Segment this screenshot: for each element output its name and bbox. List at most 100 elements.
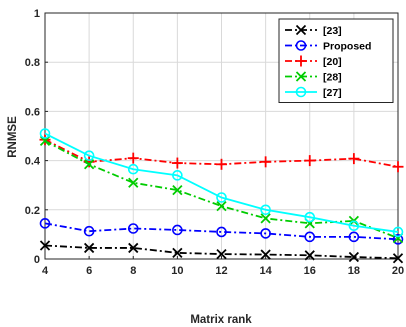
x-tick-label: 8: [130, 265, 136, 277]
x-tick-label: 6: [86, 265, 92, 277]
marker-stroke: [392, 253, 404, 264]
marker-stroke: [295, 24, 307, 36]
data-point: [392, 226, 404, 238]
y-tick-label: 0.2: [25, 205, 40, 217]
legend-label: [20]: [323, 56, 342, 68]
marker-stroke: [260, 213, 271, 224]
data-point: [39, 135, 51, 147]
series-0: [39, 240, 404, 264]
data-point: [128, 242, 139, 254]
legend-label: [28]: [323, 72, 342, 84]
marker-stroke: [304, 250, 315, 261]
y-tick-label: 0: [34, 254, 40, 266]
data-point: [392, 161, 404, 173]
marker-stroke: [348, 251, 360, 263]
legend-marker: [295, 55, 307, 67]
x-tick-label: 16: [304, 265, 316, 277]
y-tick-label: 0.4: [25, 156, 41, 168]
legend-marker: [295, 40, 307, 51]
data-point: [216, 248, 227, 260]
data-point: [216, 226, 227, 238]
data-point: [260, 249, 271, 260]
legend-entry: Proposed: [285, 40, 371, 53]
axes: 4 6 8 10 12 14 16 18 20 0 0.2 0.4 0.6 0.8 1: [25, 8, 404, 277]
legend-label: [27]: [323, 87, 342, 99]
data-point: [260, 228, 271, 239]
series-3: [39, 135, 404, 244]
data-point: [216, 200, 227, 212]
data-point: [172, 184, 183, 196]
marker-stroke: [260, 249, 271, 260]
data-point: [348, 251, 360, 263]
data-point: [348, 220, 360, 232]
data-point: [392, 253, 404, 264]
legend-label: Proposed: [323, 41, 371, 53]
data-point: [83, 242, 95, 254]
y-tick-label: 1: [34, 8, 40, 20]
marker-stroke: [83, 159, 95, 170]
marker-stroke: [216, 248, 227, 260]
data-point: [260, 213, 271, 224]
data-point: [304, 155, 316, 167]
data-point: [304, 250, 315, 261]
legend-entry: [28]: [285, 71, 342, 84]
data-point: [304, 211, 316, 223]
y-tick-label: 0.6: [25, 106, 40, 118]
axis-labels: Matrix rank RNMSE: [7, 116, 252, 326]
marker-stroke: [83, 242, 95, 254]
legend-marker: [295, 24, 307, 36]
data-point: [127, 163, 139, 175]
marker-stroke: [128, 242, 139, 254]
x-tick-label: 18: [348, 265, 360, 277]
x-tick-label: 14: [260, 265, 273, 277]
series-line: [44, 222, 399, 241]
x-axis-label: Matrix rank: [190, 314, 252, 326]
data-point: [39, 218, 51, 229]
x-tick-label: 4: [42, 265, 49, 277]
legend: [23] Proposed [20] [28] [27]: [278, 18, 394, 103]
legend-entry: [23]: [285, 24, 342, 37]
legend-entry: [20]: [285, 55, 342, 68]
x-tick-label: 12: [215, 265, 227, 277]
x-tick-label: 10: [171, 265, 183, 277]
data-point: [216, 192, 227, 203]
data-point: [216, 158, 227, 170]
marker-stroke: [216, 200, 227, 212]
data-point: [260, 204, 271, 216]
data-point: [348, 231, 360, 243]
marker-stroke: [128, 177, 139, 188]
series-line: [44, 132, 399, 233]
marker-stroke: [172, 184, 183, 196]
data-point: [83, 150, 95, 161]
data-point: [127, 152, 139, 164]
data-point: [39, 240, 51, 251]
data-point: [260, 156, 272, 168]
y-axis-label: RNMSE: [7, 116, 19, 158]
legend-entry: [27]: [285, 86, 342, 99]
data-point: [83, 159, 95, 170]
legend-marker: [295, 71, 307, 82]
data-point: [128, 177, 139, 188]
data-point: [172, 247, 183, 258]
legend-marker: [295, 86, 307, 98]
data-point: [304, 231, 316, 243]
data-point: [39, 128, 51, 139]
data-point: [83, 225, 95, 237]
marker-stroke: [39, 240, 51, 251]
marker-stroke: [39, 135, 51, 147]
data-point: [127, 223, 139, 234]
series-line: [44, 140, 399, 239]
y-tick-label: 0.8: [25, 57, 40, 69]
series-1: [39, 218, 404, 245]
data-point: [392, 234, 404, 245]
data-point: [171, 157, 183, 169]
data-point: [172, 224, 183, 236]
data-point: [172, 170, 183, 181]
series-group: [39, 128, 404, 264]
marker-stroke: [295, 71, 307, 82]
data-point: [348, 153, 360, 165]
series-4: [39, 128, 404, 238]
marker-stroke: [172, 247, 183, 258]
x-tick-label: 20: [392, 265, 404, 277]
